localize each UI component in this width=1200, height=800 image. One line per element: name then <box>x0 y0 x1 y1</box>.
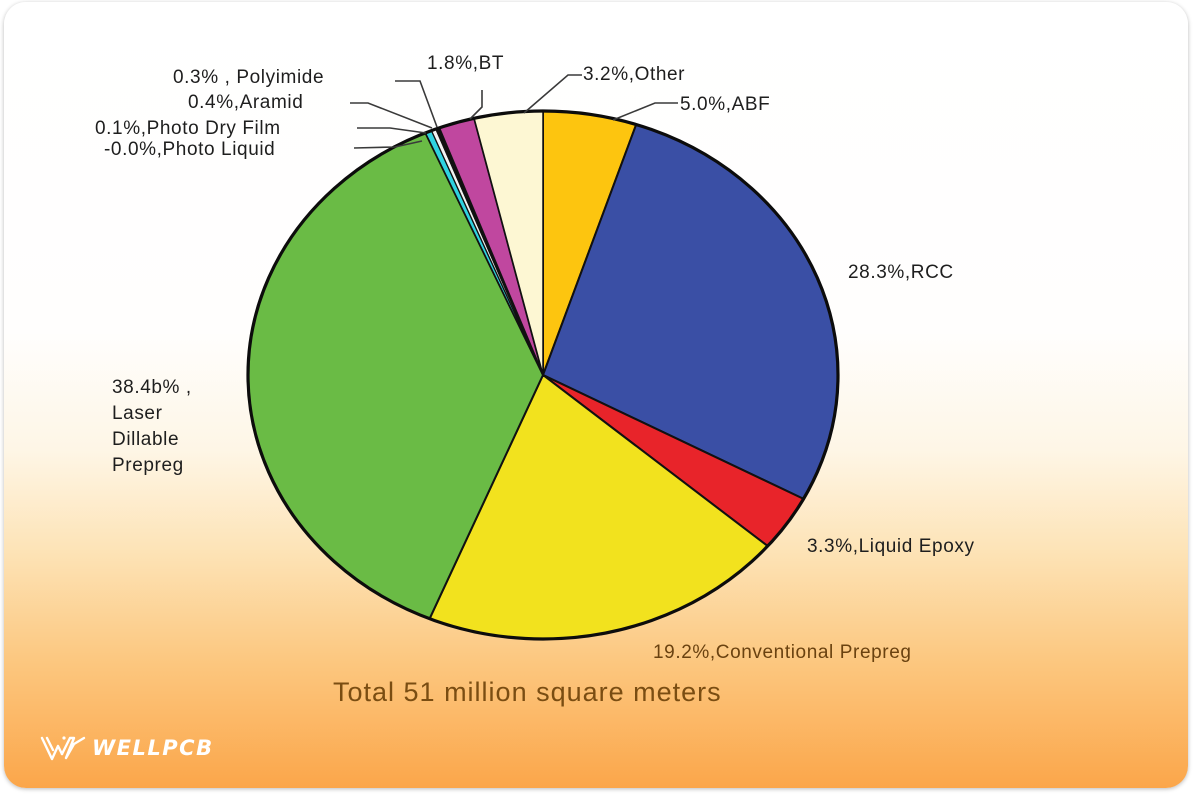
chart-card: 0.3% , Polyimide 1.8%,BT 3.2%,Other 5.0%… <box>4 2 1188 788</box>
label-conventional-prepreg: 19.2%,Conventional Prepreg <box>653 642 912 663</box>
label-rcc: 28.3%,RCC <box>848 262 954 283</box>
leader-lines <box>350 74 678 149</box>
label-aramid: 0.4%,Aramid <box>188 92 303 113</box>
svg-text:Prepreg: Prepreg <box>112 455 184 476</box>
label-liquid-epoxy: 3.3%,Liquid Epoxy <box>807 536 975 557</box>
wellpcb-logo-icon <box>40 736 86 761</box>
label-laser-dillable-prepreg: 38.4b% , Laser Dillable Prepreg <box>112 377 192 476</box>
label-photo-liquid: -0.0%,Photo Liquid <box>104 139 275 160</box>
pie-chart: 0.3% , Polyimide 1.8%,BT 3.2%,Other 5.0%… <box>95 53 975 707</box>
wellpcb-logo-text: WELLPCB <box>92 736 214 760</box>
total-caption: Total 51 million square meters <box>333 677 722 707</box>
svg-text:Laser: Laser <box>112 403 163 424</box>
svg-text:Dillable: Dillable <box>112 429 179 450</box>
wellpcb-logo: WELLPCB <box>40 733 214 763</box>
pie-outline <box>246 109 840 641</box>
svg-text:38.4b% ,: 38.4b% , <box>112 377 192 398</box>
label-other: 3.2%,Other <box>583 64 685 85</box>
label-abf: 5.0%,ABF <box>680 94 770 115</box>
label-photo-dry-film: 0.1%,Photo Dry Film <box>95 118 281 139</box>
label-bt: 1.8%,BT <box>427 53 504 74</box>
label-polyimide: 0.3% , Polyimide <box>173 67 324 88</box>
